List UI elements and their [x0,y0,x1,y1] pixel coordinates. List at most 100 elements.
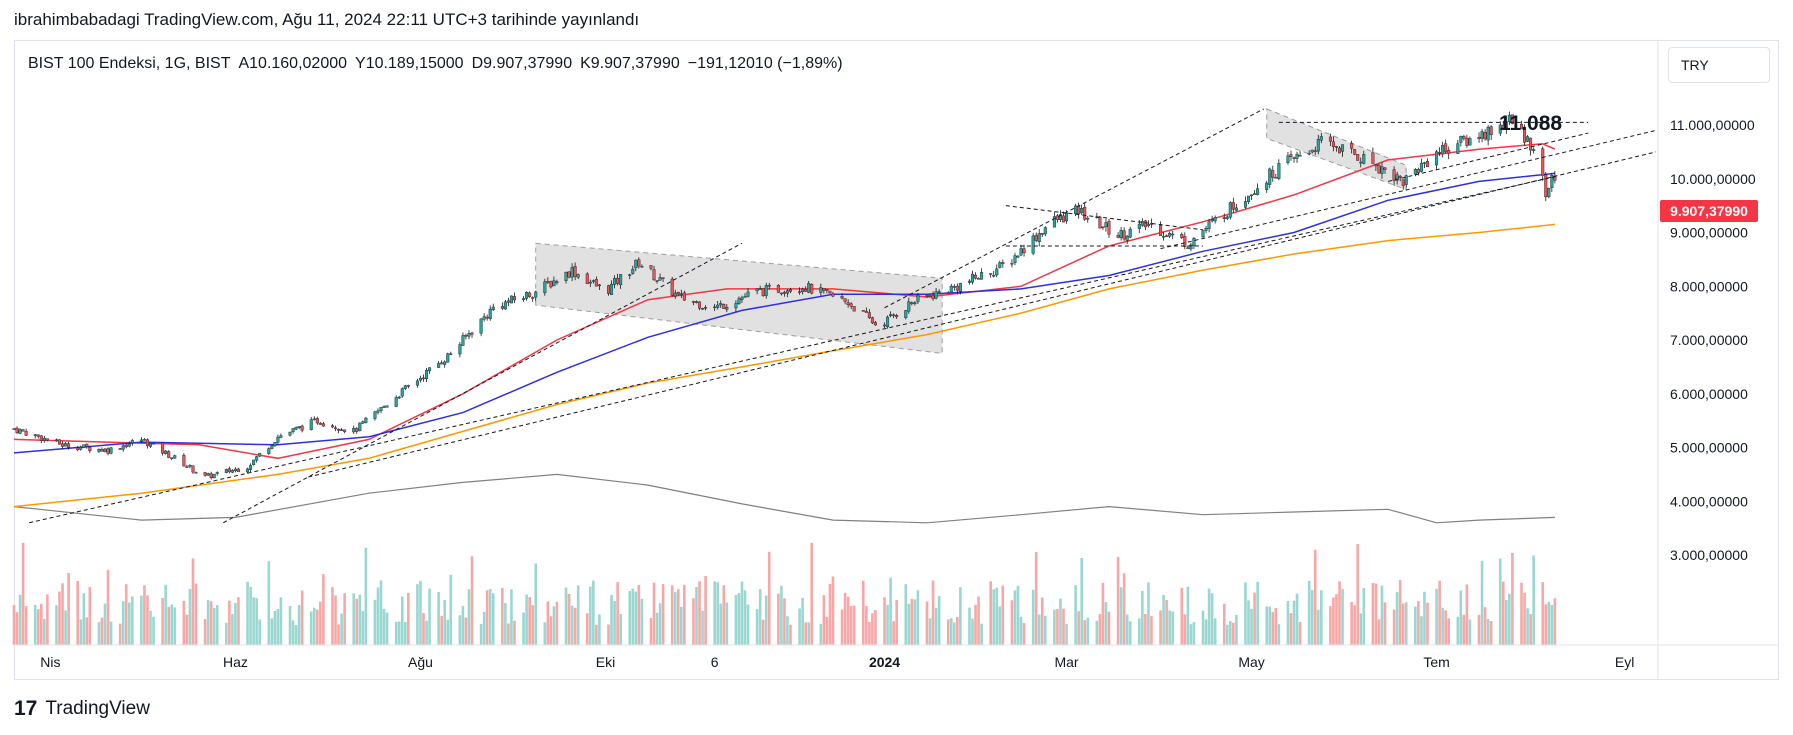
volume-bar [1332,597,1335,645]
ohlc-low: D9.907,37990 [471,55,573,72]
candle-body [852,306,856,312]
volume-bar [1447,618,1451,645]
candle-body [1171,233,1175,236]
volume-bar [907,603,911,645]
volume-bar [343,593,346,645]
volume-bar [564,587,568,645]
moving-average-line [13,143,1556,460]
candle-body [130,440,134,444]
volume-bar [704,575,707,645]
currency-button[interactable]: TRY [1668,47,1770,83]
volume-bar [1119,587,1123,645]
candle-body [1225,216,1229,219]
volume-bar [1508,593,1511,645]
volume-bar [106,569,110,645]
volume-bar [1207,588,1211,645]
volume-bar [501,587,504,645]
candle-body [343,429,347,432]
volume-bar [1213,618,1217,645]
candle-body [1441,145,1445,155]
volume-bar [1138,618,1141,645]
candle-body [570,267,574,278]
volume-bar [400,596,404,645]
volume-bar [1037,614,1041,645]
candle-body [194,472,198,474]
candle-body [904,310,908,318]
candle-body [949,285,953,293]
volume-bar [1265,606,1269,645]
volume-bar [1423,591,1426,645]
candle-body [1061,215,1065,223]
candle-body [1165,235,1169,237]
volume-bar [58,591,61,645]
volume-bar [1526,608,1529,645]
volume-bar [288,606,292,645]
candle-body [185,466,189,468]
candle-body [895,315,899,318]
candle-body [318,422,322,425]
volume-bar [1043,615,1047,645]
time-tick-label: Haz [223,654,248,670]
candle-body [382,406,386,408]
volume-bar [1192,622,1196,645]
candle-body [152,442,156,445]
candle-body [779,292,783,295]
volume-bar [801,597,804,645]
candle-body [45,438,49,441]
candle-body [1204,228,1208,231]
candle-body [989,273,993,275]
volume-bar [1147,582,1150,645]
volume-bar [1059,598,1062,645]
volume-bar [1074,584,1077,645]
candle-body [1074,205,1078,215]
candle-body [1319,136,1323,141]
candle-body [1143,220,1147,228]
candle-body [467,333,471,337]
volume-bar [865,606,868,645]
volume-bar [1286,600,1290,645]
candle-body [840,296,844,299]
tradingview-logo[interactable]: 17 TradingView [14,697,150,721]
candle-body [1116,235,1120,238]
volume-bar [589,586,592,645]
candle-body [1140,221,1144,226]
volume-bar [1062,608,1065,645]
candle-body [425,369,429,380]
volume-bar [883,597,886,645]
volume-bar [995,587,999,645]
candle-body [33,434,37,436]
volume-bar [267,561,271,645]
volume-bar [1104,602,1108,645]
candle-body [831,293,835,297]
volume-bar [598,614,601,645]
candle-body [789,289,793,292]
volume-bar [658,603,662,645]
candle-body [567,271,571,278]
symbol-name[interactable]: BIST 100 Endeksi, 1G, BIST [28,55,231,72]
time-tick-label: Tem [1423,654,1449,670]
volume-bar [1295,593,1299,645]
candle-body [1031,235,1035,254]
axes [14,40,1778,680]
candle-body [1256,188,1260,195]
volume-bar [886,604,889,645]
volume-bar [819,623,823,645]
candle-body [1507,114,1511,122]
candle-body [1316,139,1320,152]
volume-bar [149,610,152,645]
candle-body [573,266,577,277]
candle-body [15,427,19,433]
volume-bar [822,595,826,645]
volume-bar [234,602,237,645]
candle-body [1034,234,1038,241]
volume-bar [64,610,67,645]
volume-bar [1244,582,1247,645]
volume-bar [425,620,428,645]
volume-bar [1532,555,1535,645]
trend-line [308,151,1657,478]
volume-bar [1374,583,1378,645]
candle-body [1234,207,1238,211]
volume-bar [397,621,401,645]
volume-bar [1235,614,1238,645]
